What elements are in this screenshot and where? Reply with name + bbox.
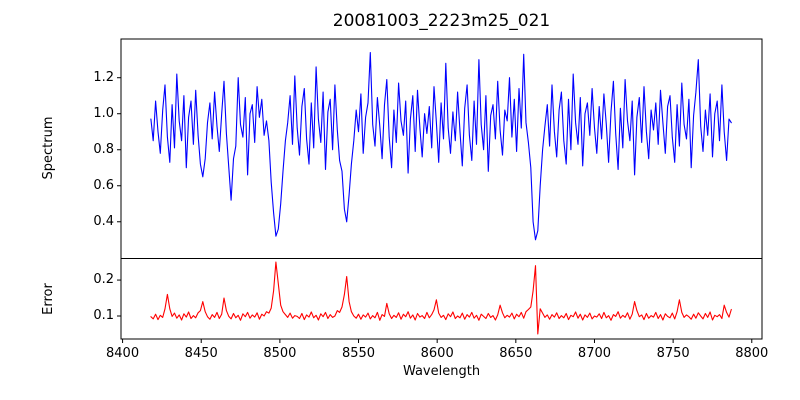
spectrum-y-tick-label: 0.6 [93,177,114,193]
x-tick-label: 8400 [106,346,140,361]
spectrum-y-tick-label: 0.8 [93,141,114,157]
x-tick-label: 8500 [263,346,297,361]
spectrum-line [150,51,732,241]
x-tick-label: 8550 [341,346,376,361]
spectrum-y-tick-label: 0.4 [93,213,114,229]
x-tick-label: 8700 [577,346,612,361]
error-y-tick-label: 0.2 [93,272,114,288]
x-tick-label: 8650 [499,346,533,361]
spectrum-y-tick-label: 1.2 [93,69,114,85]
error-axes-frame [120,258,763,340]
error-y-tick-label: 0.1 [93,308,114,323]
x-tick-label: 8750 [656,346,690,361]
spectrum-y-tick-label: 1.0 [93,105,114,121]
x-tick-label: 8600 [420,346,454,361]
chart-title: 20081003_2223m25_021 [332,11,551,31]
x-tick-label: 8450 [184,346,218,361]
x-axis-label: Wavelength [402,364,481,379]
x-tick-label: 8800 [735,346,769,361]
error-line [150,261,732,335]
